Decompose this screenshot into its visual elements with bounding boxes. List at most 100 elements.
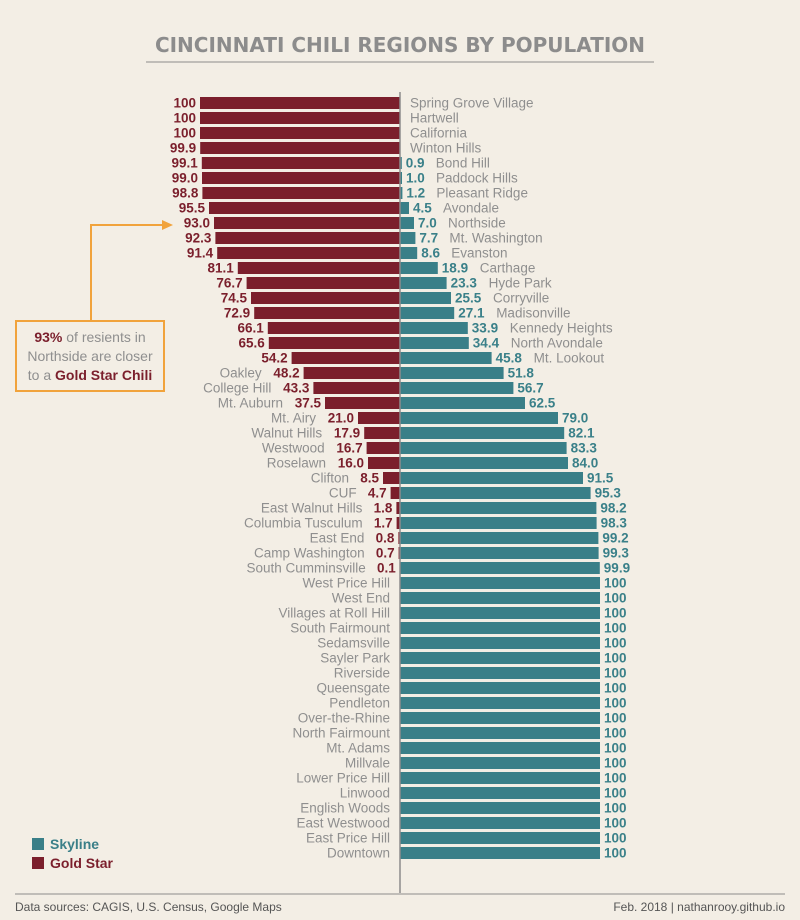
skyline-value-label: 100 [604,696,627,711]
gold-star-value-label: 99.1 [172,156,199,171]
gold-star-value-label: 0.8 [376,531,395,546]
neighborhood-label: College Hill [203,381,271,396]
skyline-value-label: 100 [604,831,627,846]
skyline-bar [400,382,514,394]
gold-star-bar [358,412,400,424]
skyline-value-label: 99.9 [604,561,630,576]
neighborhood-label: Hartwell [410,111,459,126]
legend-skyline-label: Skyline [50,836,99,852]
skyline-value-label: 100 [604,726,627,741]
skyline-bar [400,277,447,289]
gold-star-bar [390,487,400,499]
annotation-arrowhead [162,220,173,230]
gold-star-bar [200,142,400,154]
gold-star-value-label: 98.8 [172,186,199,201]
neighborhood-label: Over-the-Rhine [298,711,390,726]
gold-star-value-label: 1.7 [374,516,393,531]
neighborhood-label: Westwood [262,441,325,456]
neighborhood-label: Evanston [451,246,507,261]
skyline-value-label: 91.5 [587,471,614,486]
gold-star-bar [200,112,400,124]
gold-star-value-label: 0.7 [376,546,395,561]
skyline-bar [400,532,599,544]
gold-star-bar [201,157,400,169]
neighborhood-label: Mt. Auburn [218,396,283,411]
gold-star-value-label: 16.7 [336,441,362,456]
skyline-bar [400,547,599,559]
skyline-bar [400,562,600,574]
gold-star-bar [215,232,400,244]
gold-star-bar [364,427,400,439]
skyline-value-label: 100 [604,621,627,636]
skyline-bar [400,577,600,589]
gold-star-value-label: 4.7 [368,486,387,501]
neighborhood-label: West Price Hill [302,576,390,591]
gold-star-bar [313,382,400,394]
gold-star-bar [214,217,400,229]
skyline-value-label: 100 [604,846,627,861]
gold-star-bar [209,202,400,214]
gold-star-bar [291,352,400,364]
skyline-bar [400,517,597,529]
gold-star-value-label: 100 [173,126,196,141]
skyline-value-label: 100 [604,741,627,756]
neighborhood-label: Avondale [443,201,499,216]
skyline-value-label: 100 [604,606,627,621]
neighborhood-label: North Avondale [511,336,603,351]
skyline-value-label: 8.6 [421,246,440,261]
skyline-bar [400,712,600,724]
skyline-bar [400,217,414,229]
skyline-bar [400,427,565,439]
neighborhood-label: Paddock Hills [436,171,518,186]
gold-star-value-label: 99.9 [170,141,196,156]
neighborhood-label: Columbia Tusculum [244,516,363,531]
gold-star-value-label: 100 [173,96,196,111]
neighborhood-label: Linwood [340,786,390,801]
gold-star-bar [303,367,400,379]
gold-star-value-label: 93.0 [184,216,210,231]
skyline-value-label: 98.2 [600,501,626,516]
gold-star-value-label: 54.2 [261,351,287,366]
skyline-bar [400,307,455,319]
skyline-bar [400,802,600,814]
neighborhood-label: Queensgate [316,681,390,696]
neighborhood-label: Mt. Lookout [534,351,605,366]
skyline-value-label: 7.7 [419,231,438,246]
skyline-value-label: 4.5 [413,201,432,216]
gold-star-value-label: 43.3 [283,381,310,396]
skyline-bar [400,667,600,679]
skyline-bar [400,262,438,274]
gold-star-bar [237,262,400,274]
gold-star-bar [202,172,400,184]
skyline-bar [400,232,416,244]
skyline-bar [400,442,567,454]
gold-star-value-label: 66.1 [238,321,265,336]
skyline-bar [400,637,600,649]
annotation-box: 93% of resients in Northside are closer … [15,320,165,392]
skyline-bar [400,502,597,514]
skyline-bar [400,337,469,349]
gold-star-value-label: 48.2 [273,366,299,381]
skyline-value-label: 83.3 [571,441,598,456]
skyline-value-label: 100 [604,591,627,606]
skyline-value-label: 45.8 [496,351,523,366]
skyline-bar [400,292,451,304]
neighborhood-label: South Cumminsville [247,561,366,576]
skyline-value-label: 100 [604,786,627,801]
gold-star-value-label: 0.1 [377,561,396,576]
skyline-value-label: 100 [604,666,627,681]
neighborhood-label: Bond Hill [436,156,490,171]
skyline-bar [400,592,600,604]
neighborhood-label: East End [310,531,365,546]
gold-star-bar [267,322,400,334]
gold-star-bar [200,97,400,109]
skyline-bar [400,487,591,499]
gold-star-bar [254,307,400,319]
gold-star-value-label: 81.1 [208,261,235,276]
neighborhood-label: Sayler Park [320,651,390,666]
annotation-connector [90,224,163,338]
neighborhood-label: East Price Hill [306,831,390,846]
gold-star-bar [251,292,400,304]
